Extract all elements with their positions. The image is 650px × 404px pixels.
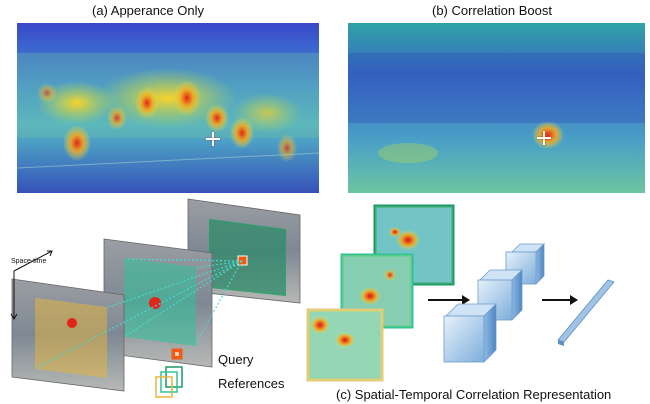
correlation-representation-diagram	[300, 200, 650, 384]
panel-c-title: (c) Spatial-Temporal Correlation Represe…	[336, 387, 612, 402]
appearance-heatmap-panel	[17, 23, 319, 193]
panel-b-title: (b) Correlation Boost	[432, 3, 552, 18]
target-crosshair-icon	[537, 131, 551, 145]
network-cubes	[443, 243, 545, 363]
target-crosshair-icon	[206, 132, 220, 146]
correlation-heatmap-panel	[348, 23, 645, 193]
query-legend-label: Query	[218, 352, 254, 367]
panel-a-title: (a) Apperance Only	[92, 3, 205, 18]
references-legend-label: References	[218, 376, 285, 391]
space-time-frames-illustration: Space-time	[0, 195, 310, 404]
space-time-axis-label: Space-time	[11, 258, 47, 265]
